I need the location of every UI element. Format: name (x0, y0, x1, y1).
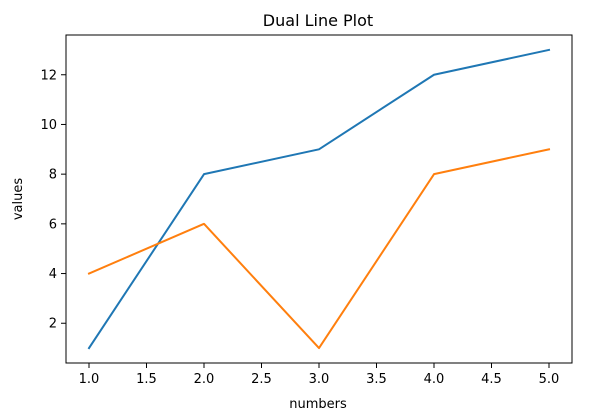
y-axis-label: values (11, 178, 26, 221)
y-tick-label: 8 (49, 168, 57, 183)
y-axis: 2 4 6 8 10 12 (40, 68, 66, 332)
series-group (87, 48, 551, 350)
y-tick-label: 6 (49, 217, 57, 232)
x-tick-label: 2.5 (251, 372, 272, 387)
x-tick-label: 3.5 (366, 372, 387, 387)
chart-title: Dual Line Plot (263, 11, 373, 30)
x-tick-label: 4.0 (424, 372, 445, 387)
x-tick-label: 1.0 (79, 372, 100, 387)
plot-area (65, 34, 573, 364)
x-tick-label: 3.0 (309, 372, 330, 387)
y-tick-label: 4 (49, 267, 57, 282)
x-axis-label: numbers (289, 397, 347, 412)
x-tick-label: 2.0 (194, 372, 215, 387)
x-axis: 1.0 1.5 2.0 2.5 3.0 3.5 4.0 4.5 5.0 (79, 363, 560, 387)
y-tick-label: 12 (40, 68, 57, 83)
series-line-1 (87, 48, 551, 350)
y-tick-label: 2 (49, 317, 57, 332)
y-tick-label: 10 (40, 118, 57, 133)
x-tick-label: 5.0 (539, 372, 560, 387)
x-tick-label: 1.5 (136, 372, 157, 387)
series-line-2 (87, 148, 551, 350)
x-tick-label: 4.5 (481, 372, 502, 387)
